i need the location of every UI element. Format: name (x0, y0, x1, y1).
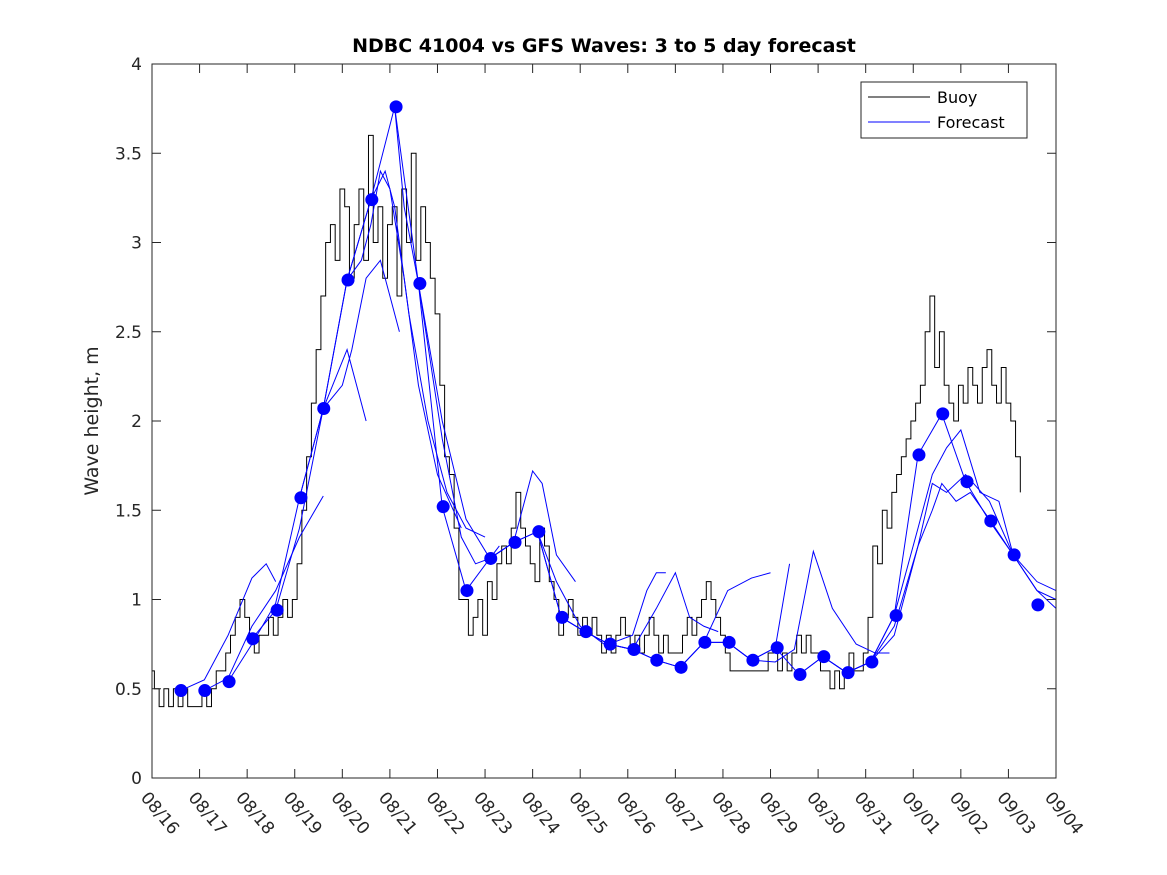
y-tick-label: 2 (131, 412, 142, 432)
x-tick-label: 08/22 (422, 788, 469, 838)
forecast-marker (627, 642, 641, 656)
forecast-marker (365, 193, 379, 207)
forecast-run-line (180, 562, 277, 691)
x-tick-label: 09/03 (993, 788, 1040, 838)
forecast-marker (198, 684, 212, 698)
x-tick-label: 08/28 (707, 788, 754, 838)
y-tick-label: 2.5 (115, 323, 142, 343)
forecast-marker (270, 603, 284, 617)
forecast-marker (317, 402, 331, 416)
forecast-marker (746, 653, 760, 667)
forecast-run-line (346, 106, 500, 565)
forecast-run-line (251, 259, 400, 640)
forecast-marker (460, 584, 474, 598)
forecast-marker (222, 675, 236, 689)
forecast-marker (1031, 598, 1045, 612)
forecast-marker (698, 635, 712, 649)
y-tick-label: 1.5 (115, 501, 142, 521)
x-tick-label: 09/02 (945, 788, 992, 838)
y-axis-label: Wave height, m (81, 346, 103, 495)
forecast-marker (722, 635, 736, 649)
forecast-marker (912, 448, 926, 462)
x-tick-label: 08/18 (231, 788, 278, 838)
buoy-line (152, 134, 1021, 708)
forecast-marker (532, 525, 546, 539)
plot-area (151, 63, 1057, 779)
forecast-marker (936, 407, 950, 421)
x-tick-label: 09/01 (897, 788, 944, 838)
forecast-marker (1007, 548, 1021, 562)
x-tick-label: 08/27 (660, 788, 707, 838)
forecast-marker (865, 655, 879, 669)
forecast-marker (817, 650, 831, 664)
forecast-marker (841, 666, 855, 680)
y-tick-label: 1 (131, 591, 142, 611)
y-tick-label: 3.5 (115, 144, 142, 164)
x-tick-label: 09/04 (1040, 788, 1087, 838)
forecast-run-line (846, 482, 1057, 674)
x-tick-label: 08/25 (564, 788, 611, 838)
forecast-marker (555, 610, 569, 624)
y-tick-label: 0.5 (115, 680, 142, 700)
y-tick-label: 3 (131, 234, 142, 254)
forecast-marker (603, 637, 617, 651)
y-tick-label: 4 (131, 55, 142, 75)
legend-box (860, 81, 1028, 139)
x-tick-label: 08/29 (755, 788, 802, 838)
forecast-marker (579, 625, 593, 639)
forecast-marker (650, 653, 664, 667)
buoy-series (152, 134, 1021, 708)
x-tick-label: 08/26 (612, 788, 659, 838)
legend-label-buoy: Buoy (937, 88, 977, 107)
legend: Buoy Forecast (860, 81, 1028, 139)
forecast-marker (960, 475, 974, 489)
y-axis: 0 0.5 1 1.5 2 2.5 3 3.5 4 (115, 55, 1056, 789)
forecast-marker (413, 277, 427, 291)
x-tick-label: 08/31 (850, 788, 897, 838)
forecast-marker (793, 667, 807, 681)
forecast-marker (674, 660, 688, 674)
forecast-marker (770, 641, 784, 655)
x-tick-label: 08/20 (326, 788, 373, 838)
forecast-marker (484, 551, 498, 565)
x-tick-label: 08/23 (469, 788, 516, 838)
forecast-marker (174, 684, 188, 698)
x-tick-label: 08/21 (374, 788, 421, 838)
legend-label-forecast: Forecast (937, 113, 1005, 132)
forecast-marker (508, 535, 522, 549)
y-tick-label: 0 (131, 769, 142, 789)
forecast-marker (389, 100, 403, 114)
forecast-run-line (679, 549, 890, 668)
forecast-marker (984, 514, 998, 528)
forecast-marker (889, 609, 903, 623)
x-tick-label: 08/19 (279, 788, 326, 838)
forecast-markers (174, 100, 1045, 698)
forecast-marker (341, 273, 355, 287)
x-tick-label: 08/30 (802, 788, 849, 838)
forecast-marker (294, 491, 308, 505)
x-tick-label: 08/24 (517, 788, 564, 838)
chart-title: NDBC 41004 vs GFS Waves: 3 to 5 day fore… (352, 35, 856, 57)
x-tick-label: 08/16 (136, 788, 183, 838)
x-tick-label: 08/17 (184, 788, 231, 838)
plot-background (152, 64, 1056, 778)
forecast-marker (436, 500, 450, 514)
forecast-marker (246, 632, 260, 646)
